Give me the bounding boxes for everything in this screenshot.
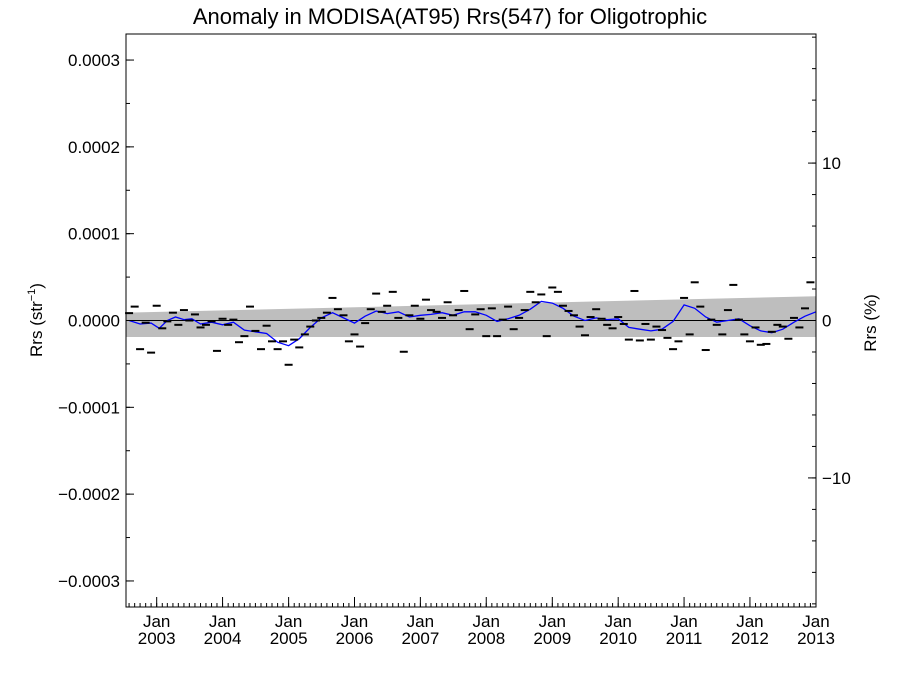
x-tick-label-month: Jan (473, 612, 500, 631)
x-tick-label-year: 2012 (731, 629, 769, 648)
x-tick-label-month: Jan (407, 612, 434, 631)
x-tick-label-year: 2007 (401, 629, 439, 648)
y-left-tick-label: −0.0001 (58, 398, 120, 417)
x-tick-label-month: Jan (539, 612, 566, 631)
y-left-tick-label: −0.0002 (58, 485, 120, 504)
y-left-tick-label: 0.0001 (68, 225, 120, 244)
x-tick-label-year: 2006 (336, 629, 374, 648)
y-axis-right-label: Rrs (%) (861, 294, 880, 352)
x-tick-label-month: Jan (275, 612, 302, 631)
x-tick-label-year: 2013 (797, 629, 835, 648)
x-tick-label-month: Jan (604, 612, 631, 631)
y-left-tick-label: −0.0003 (58, 572, 120, 591)
y-axis-right: 10 0 −10 (808, 36, 851, 605)
y-left-tick-label: 0.0003 (68, 51, 120, 70)
y-axis-left-label: Rrs (str−1) (26, 283, 46, 357)
x-tick-label-year: 2009 (533, 629, 571, 648)
chart-title: Anomaly in MODISA(AT95) Rrs(547) for Oli… (193, 4, 707, 29)
scatter-series-layer (125, 281, 815, 366)
x-tick-label-month: Jan (209, 612, 236, 631)
y-axis-left-label-superscript: −1 (26, 289, 38, 302)
x-tick-label-month: Jan (143, 612, 170, 631)
y-right-tick-label: −10 (822, 469, 851, 488)
x-tick-label-month: Jan (670, 612, 697, 631)
x-tick-label-year: 2004 (204, 629, 242, 648)
x-tick-label-year: 2011 (666, 629, 703, 648)
x-tick-label-month: Jan (736, 612, 763, 631)
y-left-tick-label: 0.0000 (68, 312, 120, 331)
line-series-path (128, 300, 817, 347)
x-tick-label-year: 2010 (599, 629, 637, 648)
x-axis: Jan2003Jan2004Jan2005Jan2006Jan2007Jan20… (128, 597, 835, 648)
shaded-band-layer (126, 296, 816, 337)
y-right-tick-label: 0 (822, 312, 831, 331)
y-axis-left: 0.0003 0.0002 0.0001 0.0000 −0.0001 −0.0002 −0… (58, 51, 134, 591)
y-right-tick-label: 10 (822, 154, 841, 173)
y-axis-left-label-close: ) (27, 283, 46, 289)
line-series-layer (128, 300, 817, 347)
x-tick-label-month: Jan (341, 612, 368, 631)
shaded-band (126, 296, 816, 337)
y-axis-left-label-text: Rrs (str (27, 301, 46, 357)
x-tick-label-year: 2005 (270, 629, 308, 648)
x-tick-label-year: 2008 (467, 629, 505, 648)
y-left-tick-label: 0.0002 (68, 138, 120, 157)
x-tick-label-month: Jan (802, 612, 829, 631)
x-tick-label-year: 2003 (138, 629, 176, 648)
